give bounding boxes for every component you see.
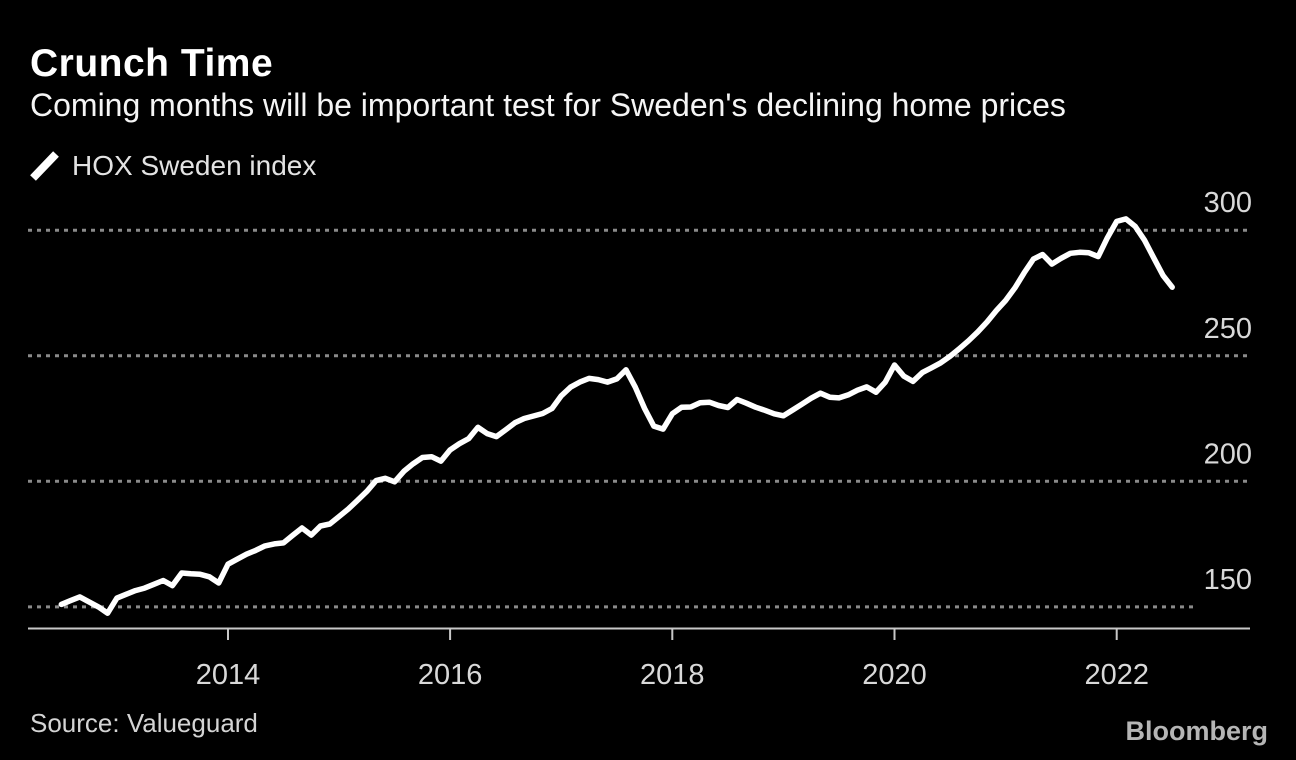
x-axis-label: 2022 bbox=[1084, 659, 1149, 691]
chart-title: Crunch Time bbox=[30, 42, 274, 85]
legend-marker-stroke bbox=[30, 151, 59, 181]
legend: HOX Sweden index bbox=[30, 150, 316, 182]
series-line-hox-sweden-index bbox=[58, 216, 1175, 616]
x-axis-label: 2020 bbox=[862, 659, 927, 691]
x-axis-label: 2014 bbox=[196, 659, 261, 691]
source-label: Source: Valueguard bbox=[30, 708, 258, 738]
x-axis-label: 2016 bbox=[418, 659, 483, 691]
y-axis-label: 300 bbox=[1204, 187, 1252, 219]
line-series-marker-icon bbox=[30, 151, 59, 181]
chart-subtitle: Coming months will be important test for… bbox=[30, 87, 1066, 123]
x-axis-label: 2018 bbox=[640, 659, 705, 691]
legend-label: HOX Sweden index bbox=[72, 150, 317, 181]
y-axis-label: 250 bbox=[1204, 313, 1252, 345]
bloomberg-logo: Bloomberg bbox=[1125, 716, 1268, 746]
y-axis-label: 150 bbox=[1204, 564, 1252, 596]
y-axis-label: 200 bbox=[1204, 438, 1252, 470]
